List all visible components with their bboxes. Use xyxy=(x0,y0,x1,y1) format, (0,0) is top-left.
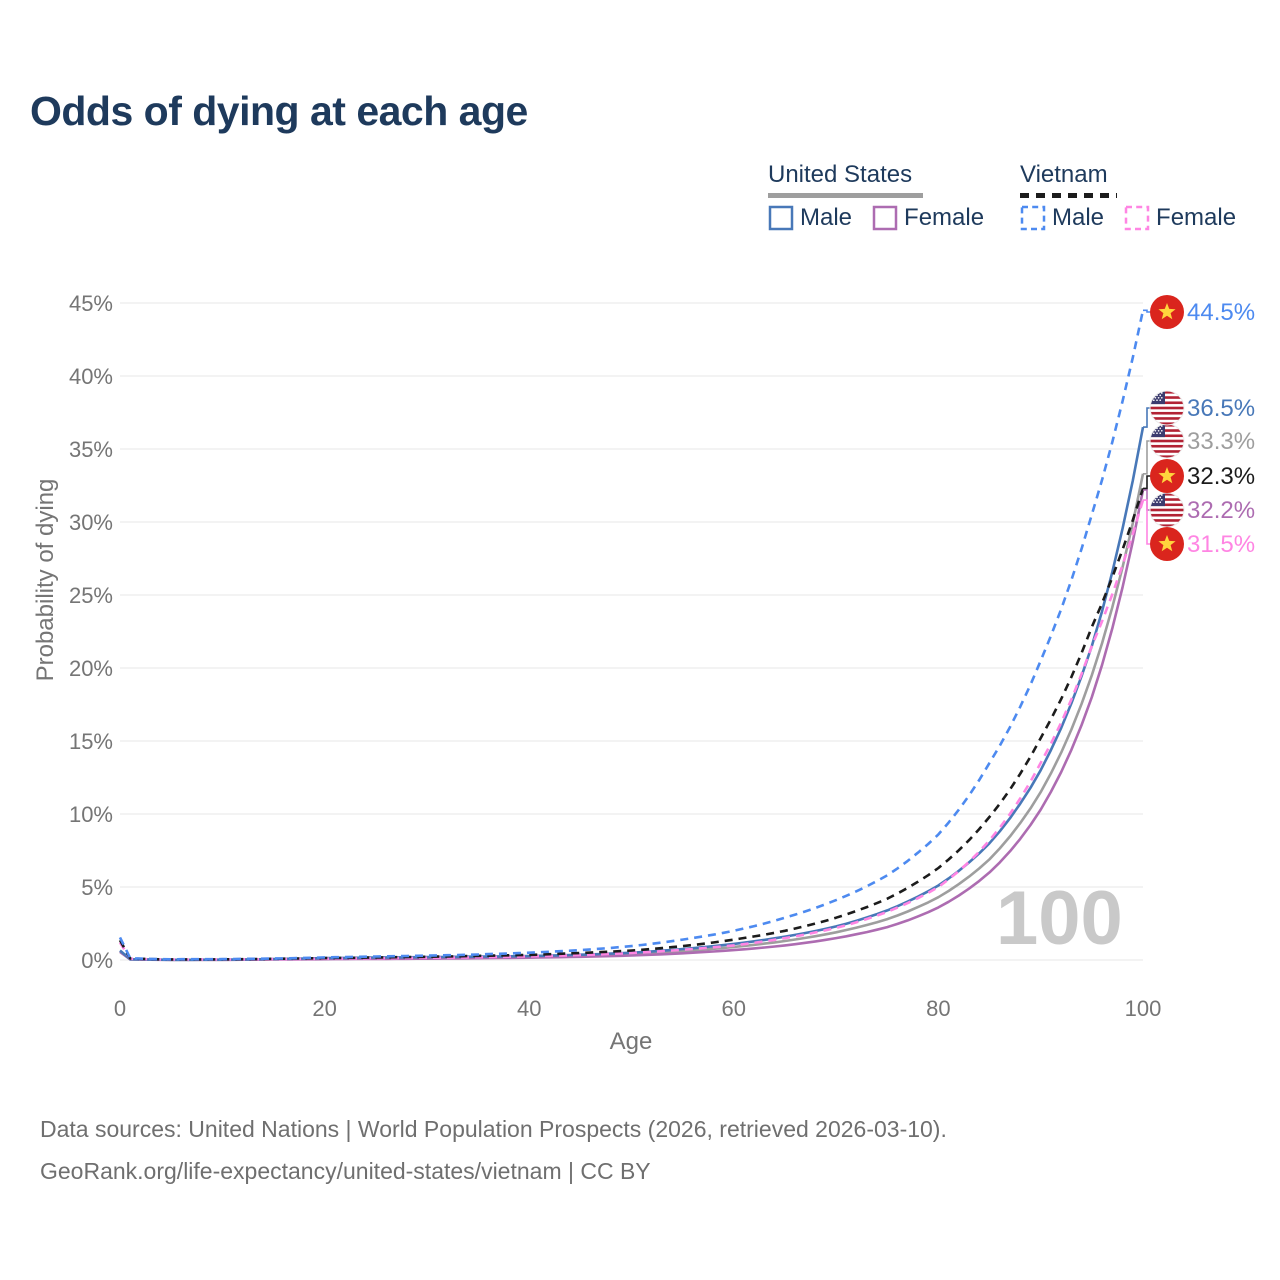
legend-group-united-states: United States Male Female xyxy=(768,161,984,232)
series-line-vn_male xyxy=(118,310,1145,961)
y-tick-label: 0% xyxy=(81,948,113,973)
x-tick-label: 100 xyxy=(1125,996,1162,1021)
y-axis-title: Probability of dying xyxy=(32,478,59,682)
series-line-vn_all xyxy=(118,488,1145,961)
leader-line-us_all xyxy=(1143,440,1151,475)
legend-item-vn-male[interactable]: Male xyxy=(1020,204,1104,232)
us-flag-icon xyxy=(1150,391,1184,425)
x-tick-label: 80 xyxy=(926,996,950,1021)
leader-line-vn_male xyxy=(1143,309,1151,313)
end-annotations: 33.3% 32.2% 36.5% 31.5% 32.3% 44.5% xyxy=(1143,295,1255,561)
y-tick-label: 10% xyxy=(69,802,113,827)
y-tick-label: 30% xyxy=(69,510,113,535)
end-value-label-us_male: 36.5% xyxy=(1187,395,1255,422)
x-axis-title: Age xyxy=(609,1028,653,1055)
footer: Data sources: United Nations | World Pop… xyxy=(40,1108,947,1192)
end-value-label-us_female: 32.2% xyxy=(1187,497,1255,524)
y-tick-label: 5% xyxy=(81,875,113,900)
x-tick-label: 20 xyxy=(312,996,336,1021)
legend-item-label: Female xyxy=(1156,204,1237,231)
legend-item-label: Male xyxy=(1052,204,1105,231)
x-tick-label: 60 xyxy=(722,996,746,1021)
us-flag-icon xyxy=(1150,424,1184,458)
vietnam-flag-icon xyxy=(1150,295,1184,329)
end-value-label-vn_all: 32.3% xyxy=(1187,463,1255,490)
us-female-swatch-icon xyxy=(872,205,898,231)
vn-male-swatch-icon xyxy=(1020,205,1046,231)
series-line-us_male xyxy=(119,426,1145,962)
legend-group-title-vietnam: Vietnam xyxy=(1020,161,1108,188)
legend-item-label: Female xyxy=(904,204,985,231)
series-line-vn_female xyxy=(118,499,1145,961)
x-tick-label: 40 xyxy=(517,996,541,1021)
watermark-layer: 100 xyxy=(996,876,1123,961)
end-value-label-vn_female: 31.5% xyxy=(1187,531,1255,558)
end-value-label-vn_male: 44.5% xyxy=(1187,299,1255,326)
y-tick-label: 45% xyxy=(69,291,113,316)
leader-line-vn_female xyxy=(1143,499,1151,545)
vn-female-swatch-icon xyxy=(1124,205,1150,231)
legend-group-vietnam: Vietnam Male Female xyxy=(1020,161,1236,232)
legend-group-title-us: United States xyxy=(768,161,913,188)
y-tick-label: 20% xyxy=(69,656,113,681)
watermark: 100 xyxy=(996,876,1123,961)
y-tick-label: 35% xyxy=(69,437,113,462)
gridlines: 0% 5% 10% 15% 20% 25% 30% 35% 40% 45% 0 20 40 60 80 100 xyxy=(69,291,1161,1021)
series-line-us_female xyxy=(119,489,1145,962)
page-title: Odds of dying at each age xyxy=(30,88,528,134)
leader-line-vn_all xyxy=(1143,475,1151,490)
vietnam-flag-icon xyxy=(1150,527,1184,561)
y-tick-label: 25% xyxy=(69,583,113,608)
legend-underline-us xyxy=(768,193,923,198)
legend-item-label: Male xyxy=(800,204,853,231)
x-tick-label: 0 xyxy=(114,996,126,1021)
legend-underline-vietnam xyxy=(1020,193,1117,198)
y-tick-label: 40% xyxy=(69,364,113,389)
end-value-label-us_all: 33.3% xyxy=(1187,428,1255,455)
leader-line-us_male xyxy=(1143,407,1151,428)
y-tick-label: 15% xyxy=(69,729,113,754)
series-lines xyxy=(118,310,1145,962)
us-male-swatch-icon xyxy=(768,205,794,231)
legend-item-us-male[interactable]: Male xyxy=(768,204,852,232)
vietnam-flag-icon xyxy=(1150,459,1184,493)
us-flag-icon xyxy=(1150,493,1184,527)
data-sources-text: Data sources: United Nations | World Pop… xyxy=(40,1116,947,1142)
source-url-text: GeoRank.org/life-expectancy/united-state… xyxy=(40,1158,651,1184)
legend-item-us-female[interactable]: Female xyxy=(872,204,984,232)
legend-item-vn-female[interactable]: Female xyxy=(1124,204,1236,232)
